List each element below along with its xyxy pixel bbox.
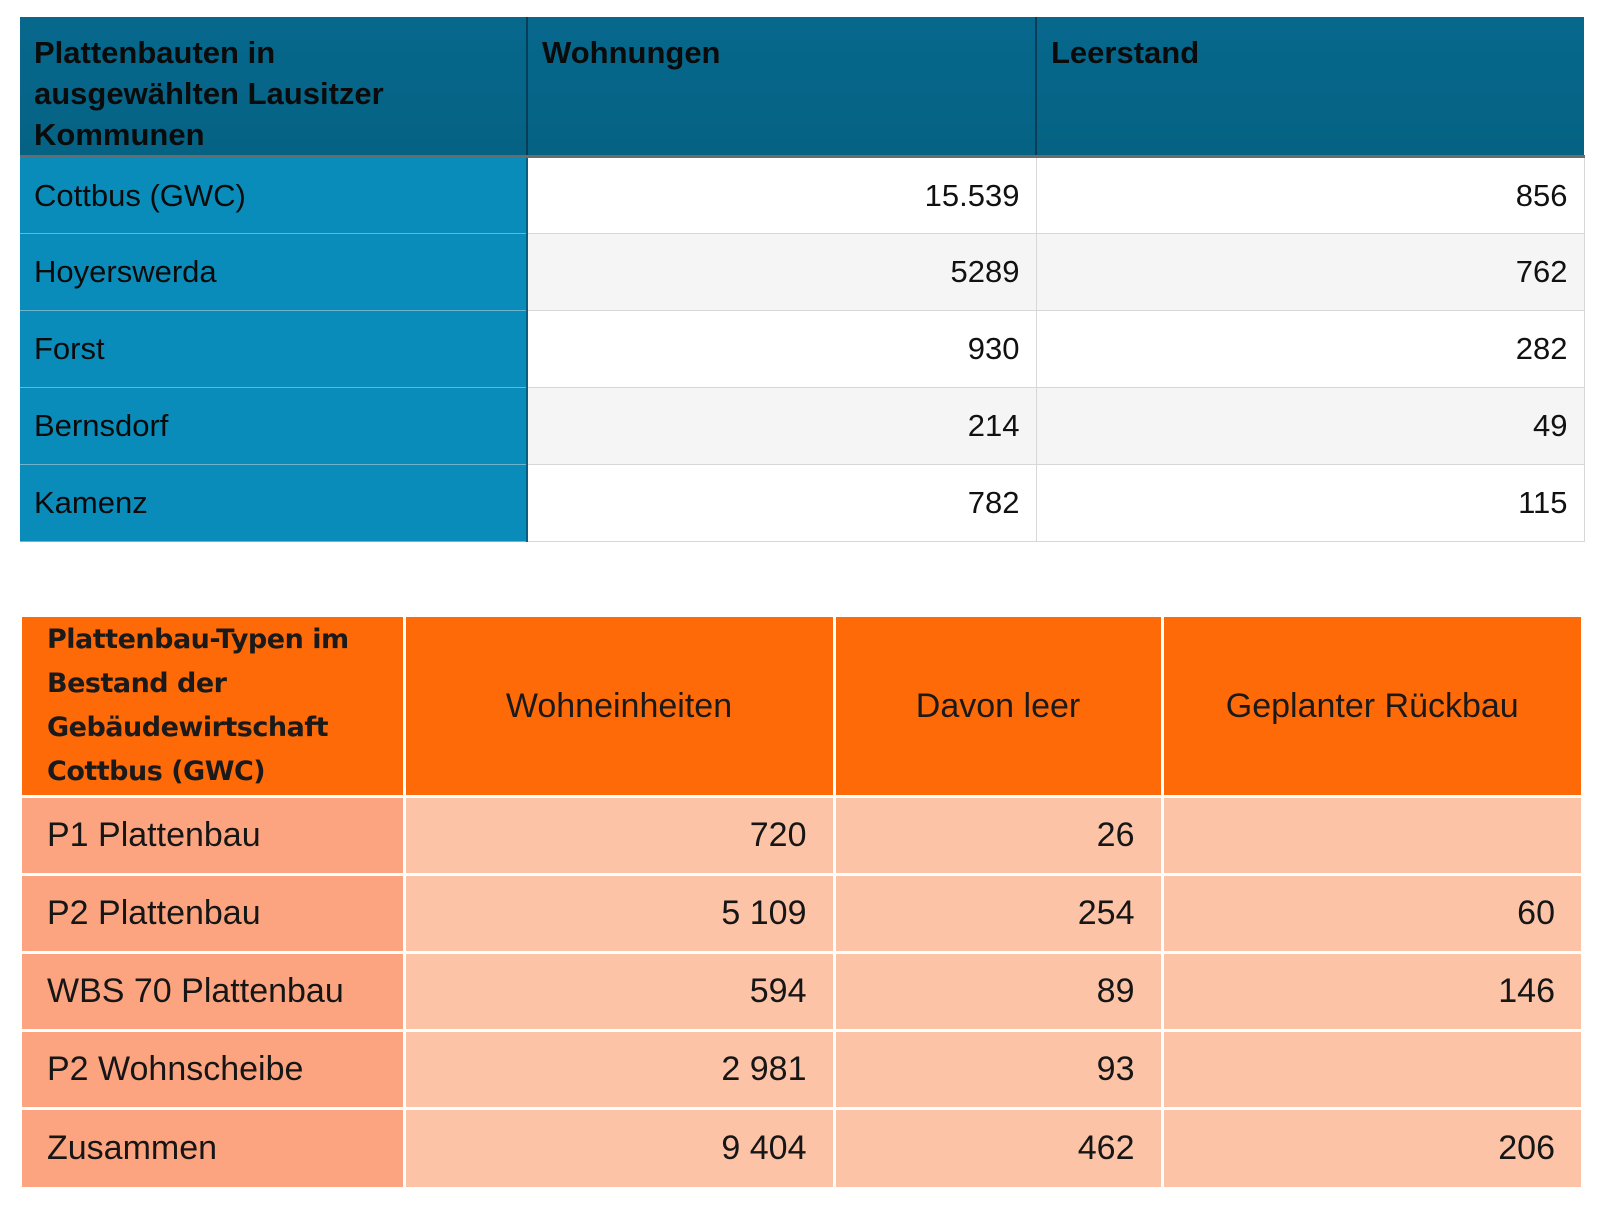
header-wohneinheiten: Wohneinheiten <box>404 617 836 798</box>
cell-leerstand: 762 <box>1036 233 1585 311</box>
header-kommunen: Plattenbauten in ausgewählten Lausitzer … <box>20 17 528 158</box>
header-geplanter-rueckbau: Geplanter Rückbau <box>1162 617 1581 798</box>
cell-davon-leer: 254 <box>834 874 1164 954</box>
cell-wohneinheiten: 594 <box>404 952 836 1032</box>
cell-wohneinheiten: 2 981 <box>404 1030 836 1110</box>
row-label: Cottbus (GWC) <box>20 156 528 234</box>
row-label: P1 Plattenbau <box>22 796 406 876</box>
table-row: Hoyerswerda 5289 762 <box>20 233 1585 311</box>
table-row: Cottbus (GWC) 15.539 856 <box>20 156 1585 234</box>
cell-wohnungen: 15.539 <box>527 156 1037 234</box>
cell-leerstand: 49 <box>1036 387 1585 465</box>
row-label: Forst <box>20 310 528 388</box>
cell-leerstand: 282 <box>1036 310 1585 388</box>
table-row: P2 Wohnscheibe 2 981 93 <box>22 1030 1581 1110</box>
row-label: Kamenz <box>20 464 528 542</box>
plattenbau-typen-table: Plattenbau-Typen im Bestand der Gebäudew… <box>22 617 1581 1187</box>
table-row: P1 Plattenbau 720 26 <box>22 796 1581 876</box>
cell-leerstand: 856 <box>1036 156 1585 234</box>
header-wohnungen: Wohnungen <box>527 17 1037 158</box>
table-row: Zusammen 9 404 462 206 <box>22 1108 1581 1187</box>
table-row: WBS 70 Plattenbau 594 89 146 <box>22 952 1581 1032</box>
header-typen: Plattenbau-Typen im Bestand der Gebäudew… <box>22 617 406 798</box>
row-label: WBS 70 Plattenbau <box>22 952 406 1032</box>
plattenbauten-table: Plattenbauten in ausgewählten Lausitzer … <box>20 17 1585 542</box>
row-label: Bernsdorf <box>20 387 528 465</box>
cell-geplanter-rueckbau <box>1162 796 1581 876</box>
cell-wohneinheiten: 9 404 <box>404 1108 836 1187</box>
cell-wohnungen: 930 <box>527 310 1037 388</box>
cell-leerstand: 115 <box>1036 464 1585 542</box>
header-leerstand: Leerstand <box>1036 17 1584 158</box>
cell-geplanter-rueckbau: 146 <box>1162 952 1581 1032</box>
cell-wohnungen: 782 <box>527 464 1037 542</box>
table-header-row: Plattenbau-Typen im Bestand der Gebäudew… <box>22 617 1581 798</box>
header-davon-leer: Davon leer <box>834 617 1164 798</box>
cell-geplanter-rueckbau: 206 <box>1162 1108 1581 1187</box>
cell-davon-leer: 462 <box>834 1108 1164 1187</box>
row-label: P2 Wohnscheibe <box>22 1030 406 1110</box>
cell-geplanter-rueckbau <box>1162 1030 1581 1110</box>
cell-geplanter-rueckbau: 60 <box>1162 874 1581 954</box>
cell-wohneinheiten: 5 109 <box>404 874 836 954</box>
table-row: Forst 930 282 <box>20 310 1585 388</box>
cell-wohneinheiten: 720 <box>404 796 836 876</box>
table-row: P2 Plattenbau 5 109 254 60 <box>22 874 1581 954</box>
cell-davon-leer: 26 <box>834 796 1164 876</box>
row-label: P2 Plattenbau <box>22 874 406 954</box>
row-label: Zusammen <box>22 1108 406 1187</box>
cell-wohnungen: 214 <box>527 387 1037 465</box>
cell-davon-leer: 89 <box>834 952 1164 1032</box>
row-label: Hoyerswerda <box>20 233 528 311</box>
table-row: Kamenz 782 115 <box>20 464 1585 542</box>
cell-wohnungen: 5289 <box>527 233 1037 311</box>
table-row: Bernsdorf 214 49 <box>20 387 1585 465</box>
cell-davon-leer: 93 <box>834 1030 1164 1110</box>
table-header-row: Plattenbauten in ausgewählten Lausitzer … <box>20 17 1584 158</box>
